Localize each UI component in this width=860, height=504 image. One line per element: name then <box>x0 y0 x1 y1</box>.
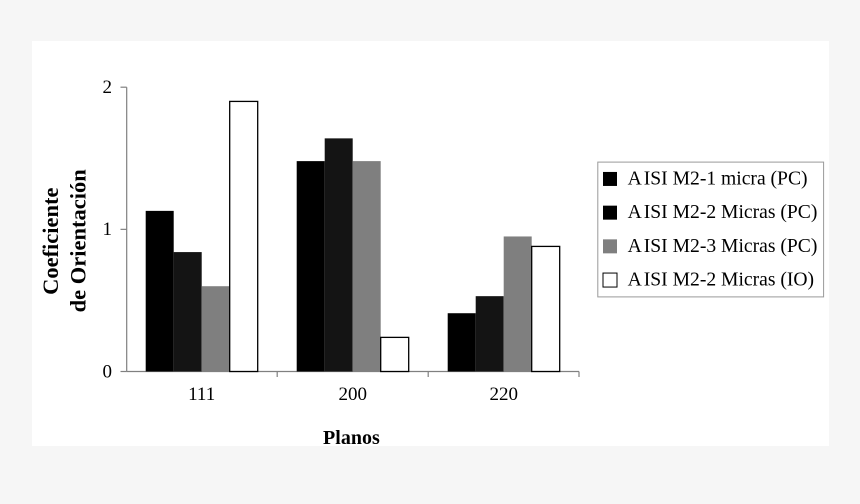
svg-text:111: 111 <box>188 384 215 405</box>
svg-text:2: 2 <box>103 77 113 98</box>
svg-text:220: 220 <box>489 384 518 405</box>
svg-text:Coeficiente: Coeficiente <box>38 187 63 294</box>
svg-text:200: 200 <box>338 384 367 405</box>
svg-text:1: 1 <box>103 219 113 240</box>
svg-text:de Orientación: de Orientación <box>66 169 91 313</box>
svg-text:0: 0 <box>103 361 113 382</box>
svg-text:Planos: Planos <box>323 427 380 446</box>
